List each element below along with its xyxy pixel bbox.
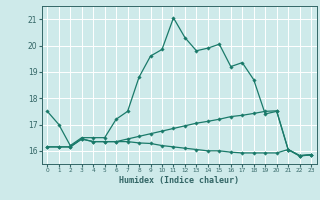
X-axis label: Humidex (Indice chaleur): Humidex (Indice chaleur): [119, 176, 239, 185]
